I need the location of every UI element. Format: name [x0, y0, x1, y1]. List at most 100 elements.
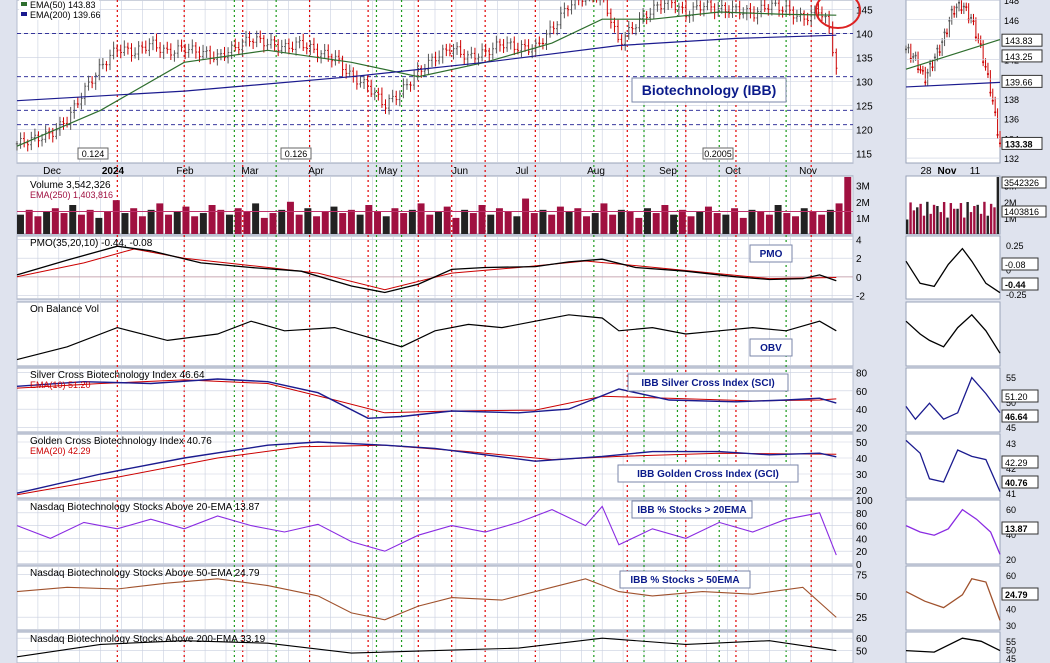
- gci-title: Golden Cross Biotechnology Index 40.76: [30, 436, 212, 447]
- zoom-volume-bar: [959, 203, 963, 234]
- pmo-zoom-ytick: 0.25: [1006, 241, 1024, 251]
- volume-bar: [130, 208, 138, 234]
- volume-bar: [452, 217, 460, 234]
- volume-bar: [374, 211, 382, 234]
- zoom-volume-bar: [932, 204, 936, 234]
- ema200-legend-swatch: [21, 12, 27, 16]
- pct200-zoom-line: [905, 637, 1001, 653]
- zoom-price-tag: [1001, 136, 1043, 150]
- sci-zoom-line: [905, 376, 1001, 421]
- zoom-price-label: 139.66: [1005, 77, 1033, 87]
- pct20-zoom-ytick: 20: [1006, 555, 1016, 565]
- volume-bar: [269, 213, 277, 234]
- zoom-volume-bar: [993, 207, 996, 234]
- sci-ytick-label: 60: [856, 387, 868, 398]
- pct50-zoom-line: [905, 578, 1001, 621]
- volume-bar: [138, 216, 146, 234]
- pct50-zoom-ytick: 40: [1006, 604, 1016, 614]
- pct50-label-box: [619, 570, 751, 589]
- volume-bar: [147, 209, 155, 234]
- zoom-ytick-label: 132: [1004, 154, 1019, 164]
- volume-bar: [591, 213, 599, 234]
- volume-bar: [365, 205, 373, 234]
- x-axis-label: Oct: [725, 166, 741, 177]
- obv-line: [16, 314, 837, 361]
- volume-bar: [304, 208, 312, 234]
- volume-bar: [556, 206, 564, 234]
- pct200-zoom-ytick: 45: [1006, 654, 1016, 663]
- zoom-volume-bar: [929, 213, 932, 234]
- pct20-ytick-label: 80: [856, 509, 868, 520]
- pct20-ytick-label: 100: [856, 496, 873, 507]
- pct50-zoom-value: 24.79: [1005, 590, 1028, 600]
- zoom-volume-tag: [1001, 176, 1047, 189]
- zoom-volume-bar: [949, 203, 953, 234]
- volume-bar: [182, 206, 190, 234]
- volume-bar: [495, 208, 503, 234]
- volume-bar: [800, 208, 808, 234]
- highlight-circle: [815, 0, 861, 29]
- sci-zoom-ytick: 55: [1006, 373, 1016, 383]
- ratio-annotation-label: 0.124: [82, 149, 105, 159]
- pct200-title: Nasdaq Biotechnology Stocks Above 200-EM…: [30, 634, 266, 645]
- volume-bar: [104, 211, 112, 234]
- gci-zoom-tag: [1001, 455, 1039, 469]
- ratio-annotation-box: [77, 147, 109, 160]
- volume-bar: [565, 211, 573, 234]
- volume-bar: [722, 214, 730, 234]
- zoom-price-tag: [1001, 33, 1043, 47]
- pct200-zoom-ytick: 55: [1006, 637, 1016, 647]
- zoom-volume-bar: [906, 219, 909, 234]
- zoom-volume-bar: [946, 217, 949, 234]
- zoom-ytick-label: 136: [1004, 115, 1019, 125]
- gci-zoom-bg: [905, 433, 1001, 499]
- volume-bar: [522, 198, 530, 234]
- price-ytick-label: 125: [856, 101, 873, 112]
- gci-ytick-label: 50: [856, 438, 868, 449]
- volume-bar: [69, 205, 77, 234]
- volume-bar: [583, 216, 591, 234]
- ema50-legend-swatch: [21, 2, 27, 6]
- volume-bar: [696, 211, 704, 234]
- pmo-label-text: PMO: [760, 249, 783, 260]
- zoom-price-tag: [1001, 49, 1043, 63]
- ema200-line: [16, 34, 837, 102]
- pct200-ytick-label: 50: [856, 647, 868, 658]
- volume-bar: [330, 206, 338, 234]
- volume-bar: [25, 209, 33, 234]
- pct20-ytick-label: 40: [856, 534, 868, 545]
- volume-bar: [243, 211, 251, 234]
- pct50-title: Nasdaq Biotechnology Stocks Above 50-EMA…: [30, 568, 260, 579]
- zoom-ytick-label: 146: [1004, 16, 1019, 26]
- zoom-volume-bar: [989, 203, 993, 234]
- x-axis-label: Feb: [176, 166, 194, 177]
- zoom-volume-bar: [922, 215, 926, 234]
- volume-bar: [687, 216, 695, 234]
- volume-bar: [670, 214, 678, 234]
- pct200-zoom-bg: [905, 631, 1001, 663]
- pct50-zoom-tag: [1001, 587, 1039, 601]
- gci-zoom-ytick: 43: [1006, 439, 1016, 449]
- volume-bar: [191, 216, 199, 234]
- gci-zoom-value: 40.76: [1005, 478, 1028, 488]
- x-axis-label: Nov: [799, 166, 817, 177]
- pmo-zoom-tag: [1001, 257, 1039, 271]
- volume-bar: [844, 176, 852, 234]
- volume-bar: [487, 214, 495, 234]
- volume-bar: [739, 217, 747, 234]
- sci-label-text: IBB Silver Cross Index (SCI): [641, 378, 774, 389]
- volume-bar: [530, 213, 538, 234]
- volume-bar: [17, 214, 24, 234]
- pmo-line: [16, 248, 837, 291]
- volume-bar: [635, 217, 643, 234]
- volume-bar: [43, 211, 51, 234]
- pct20-label-text: IBB % Stocks > 20EMA: [637, 505, 746, 516]
- x-axis-label: Aug: [587, 166, 605, 177]
- zoom-volume-bar: [976, 204, 979, 234]
- pct20-zoom-line: [905, 508, 1001, 555]
- obv-label-text: OBV: [760, 343, 782, 354]
- zoom-volume-bar: [996, 176, 1000, 234]
- zoom-price-tag: [1001, 74, 1043, 88]
- volume-bar: [121, 213, 129, 234]
